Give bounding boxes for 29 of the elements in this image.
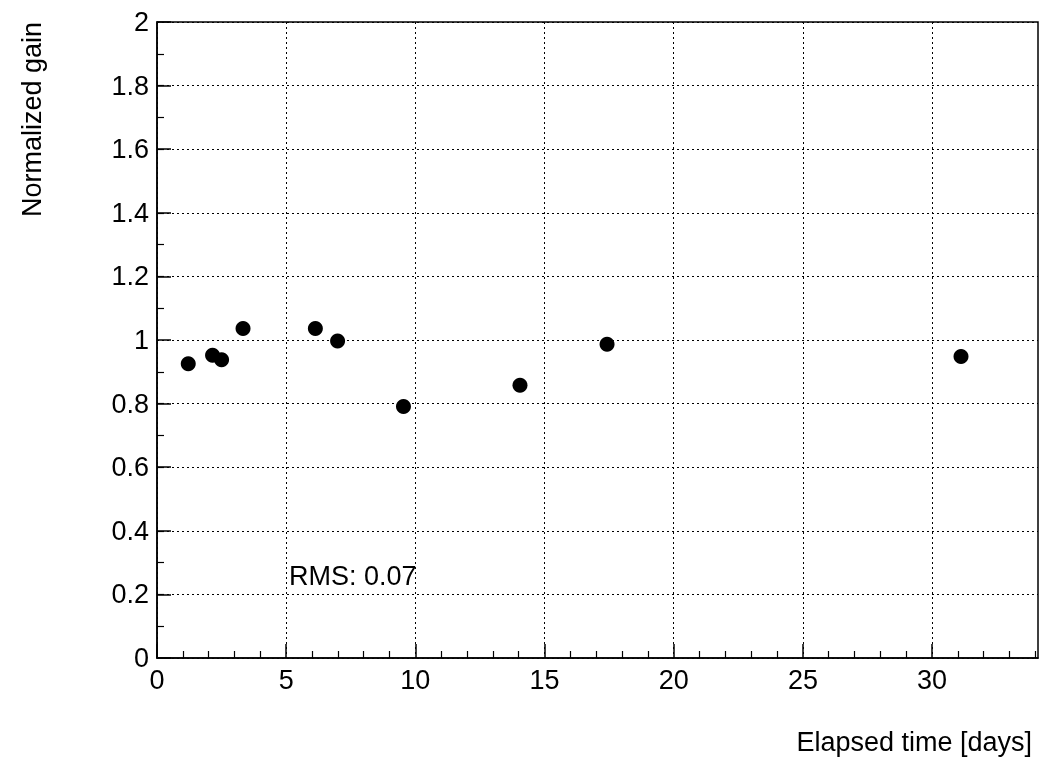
y-tick-label: 2 <box>133 7 149 37</box>
point <box>214 352 230 368</box>
point <box>307 321 323 337</box>
y-tick-label: 1.2 <box>111 261 149 292</box>
x-tick-label: 25 <box>787 664 818 695</box>
y-tick-label: 1.8 <box>111 70 149 101</box>
y-tick-label: 0.6 <box>111 452 149 483</box>
point <box>395 398 411 414</box>
x-tick-label: 10 <box>400 664 431 695</box>
x-tick-label: 20 <box>658 664 689 695</box>
point <box>180 356 196 372</box>
y-axis-title: Normalized gain <box>16 22 47 218</box>
y-tick-label: 0.4 <box>111 515 149 546</box>
annotation: RMS: 0.07 <box>289 560 417 591</box>
y-tick-label: 1 <box>133 325 149 355</box>
point <box>330 333 346 349</box>
point <box>512 377 528 393</box>
point <box>235 321 251 337</box>
y-tick-label: 1.6 <box>111 134 149 165</box>
y-tick-label: 0.2 <box>111 579 149 610</box>
y-tick-label: 0.8 <box>111 388 149 419</box>
x-tick-label: 15 <box>529 664 560 695</box>
y-tick-label: 1.4 <box>111 197 149 228</box>
x-tick-label: 30 <box>917 664 948 695</box>
x-axis-title: Elapsed time [days] <box>796 726 1032 757</box>
point <box>953 349 969 365</box>
x-tick-label: 5 <box>278 664 294 695</box>
y-tick-label: 0 <box>133 643 149 673</box>
point <box>599 336 615 352</box>
